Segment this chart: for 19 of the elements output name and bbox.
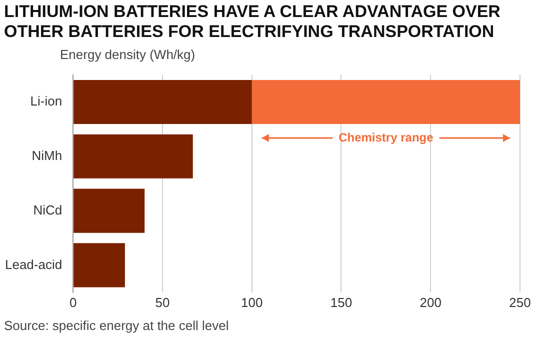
- x-tick-label: 150: [330, 294, 352, 310]
- x-tick-label: 50: [155, 294, 170, 310]
- x-tick-label: 0: [69, 294, 77, 310]
- bar: [74, 80, 252, 124]
- y-tick-label: NiMh: [32, 148, 62, 163]
- x-axis-title: Energy density (Wh/kg): [60, 47, 196, 62]
- bar: [74, 188, 145, 233]
- y-tick-label: Lead-acid: [4, 256, 62, 272]
- y-tick-label: NiCd: [33, 202, 62, 218]
- annotation: Chemistry range: [338, 130, 434, 144]
- chart-title: LITHIUM-ION BATTERIES HAVE A CLEAR ADVANTAGE OVER OTHER BATTERIES FOR ELECTRIFYING TRANSPORTATION: [4, 2, 502, 42]
- x-tick-label: 250: [509, 294, 531, 310]
- source-note: Source: specific energy at the cell level: [4, 318, 229, 333]
- bar: [74, 243, 125, 288]
- y-tick-label: Li-ion: [30, 94, 62, 109]
- bar: [74, 134, 193, 178]
- x-tick-label: 200: [420, 294, 442, 310]
- x-tick-label: 100: [241, 294, 263, 310]
- bar: [252, 80, 520, 124]
